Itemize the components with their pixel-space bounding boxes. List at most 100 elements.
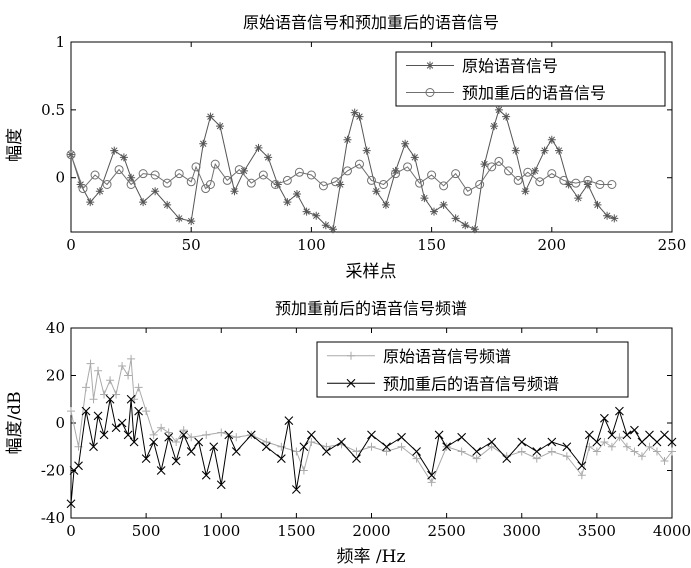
- data-point: [175, 214, 184, 223]
- data-point: [599, 413, 609, 423]
- data-point: [187, 433, 196, 442]
- data-point: [210, 159, 220, 169]
- data-point: [118, 362, 127, 370]
- x-tick-label: 0: [66, 236, 76, 254]
- data-point: [517, 447, 526, 456]
- chart-2-y-axis-label: 幅度/dB: [5, 391, 25, 454]
- data-point: [186, 447, 196, 456]
- data-point: [595, 180, 605, 189]
- y-tick-label: -20: [41, 462, 65, 480]
- legend-swatch-marker: [347, 351, 355, 360]
- data-point: [231, 447, 241, 456]
- data-point: [472, 454, 481, 463]
- data-point: [179, 426, 188, 435]
- data-point: [119, 153, 128, 162]
- legend-label: 原始语音信号频谱: [383, 347, 511, 366]
- data-point: [76, 180, 85, 189]
- data-point: [607, 442, 616, 451]
- data-point: [66, 150, 76, 160]
- data-point: [451, 169, 461, 179]
- data-point: [307, 430, 316, 440]
- data-point: [230, 187, 239, 196]
- data-point: [124, 371, 133, 380]
- data-point: [330, 177, 340, 187]
- data-point: [202, 430, 211, 439]
- data-point: [494, 156, 504, 166]
- data-point: [490, 122, 499, 131]
- data-point: [94, 366, 103, 375]
- data-point: [99, 430, 109, 440]
- data-point: [472, 447, 482, 456]
- data-point: [209, 442, 219, 452]
- data-point: [615, 433, 624, 442]
- data-point: [615, 406, 624, 416]
- data-point: [100, 390, 109, 399]
- chart-2-x-axis-label: 频率 /Hz: [337, 547, 406, 567]
- data-point: [123, 430, 133, 440]
- data-point: [352, 447, 361, 456]
- chart-1-title: 原始语音信号和预加重后的语音信号: [243, 13, 499, 32]
- data-point: [294, 167, 304, 177]
- data-point: [415, 178, 425, 188]
- y-tick-label: 1: [55, 33, 65, 51]
- data-point: [67, 407, 75, 416]
- data-point: [451, 214, 460, 223]
- data-point: [410, 153, 419, 162]
- data-point: [106, 376, 115, 385]
- data-point: [430, 207, 439, 216]
- series-2-line: [70, 154, 612, 192]
- data-point: [322, 447, 331, 456]
- legend-label: 预加重后的语音信号频谱: [383, 374, 559, 393]
- data-point: [574, 194, 583, 203]
- data-point: [559, 175, 569, 185]
- y-tick-label: 40: [46, 319, 65, 337]
- data-point: [637, 437, 647, 447]
- data-point: [645, 442, 654, 451]
- data-point: [577, 471, 586, 480]
- data-point: [397, 432, 406, 442]
- data-point: [547, 437, 557, 447]
- data-point: [592, 437, 602, 447]
- data-point: [172, 438, 181, 446]
- data-point: [321, 221, 330, 230]
- x-tick-label: 3000: [503, 522, 541, 540]
- data-point: [93, 411, 103, 421]
- data-point: [630, 425, 639, 435]
- x-tick-label: 500: [132, 522, 161, 540]
- x-tick-label: 200: [537, 236, 566, 254]
- data-point: [112, 390, 121, 399]
- data-point: [547, 447, 556, 456]
- data-point: [367, 175, 376, 185]
- data-point: [637, 452, 646, 461]
- data-point: [149, 437, 159, 447]
- x-tick-label: 100: [297, 236, 326, 254]
- x-tick-label: 2500: [428, 522, 466, 540]
- data-point: [362, 146, 371, 155]
- data-point: [571, 178, 581, 188]
- data-point: [164, 432, 174, 442]
- data-point: [191, 162, 201, 172]
- data-point: [216, 480, 226, 490]
- data-point: [511, 146, 520, 155]
- data-point: [603, 211, 612, 220]
- data-point: [517, 437, 527, 447]
- data-point: [442, 442, 452, 452]
- data-point: [391, 169, 401, 179]
- data-point: [292, 447, 301, 456]
- data-point: [151, 187, 160, 196]
- data-point: [607, 180, 617, 189]
- data-point: [81, 406, 91, 416]
- data-point: [262, 438, 271, 446]
- data-point: [105, 394, 115, 404]
- x-tick-label: 2000: [352, 522, 390, 540]
- data-point: [532, 447, 542, 456]
- data-point: [174, 169, 184, 179]
- data-point: [171, 456, 181, 466]
- data-point: [205, 180, 215, 189]
- data-point: [240, 166, 249, 175]
- data-point: [134, 383, 143, 392]
- data-point: [254, 143, 263, 152]
- data-point: [562, 452, 571, 461]
- data-point: [89, 442, 98, 452]
- data-point: [487, 437, 497, 447]
